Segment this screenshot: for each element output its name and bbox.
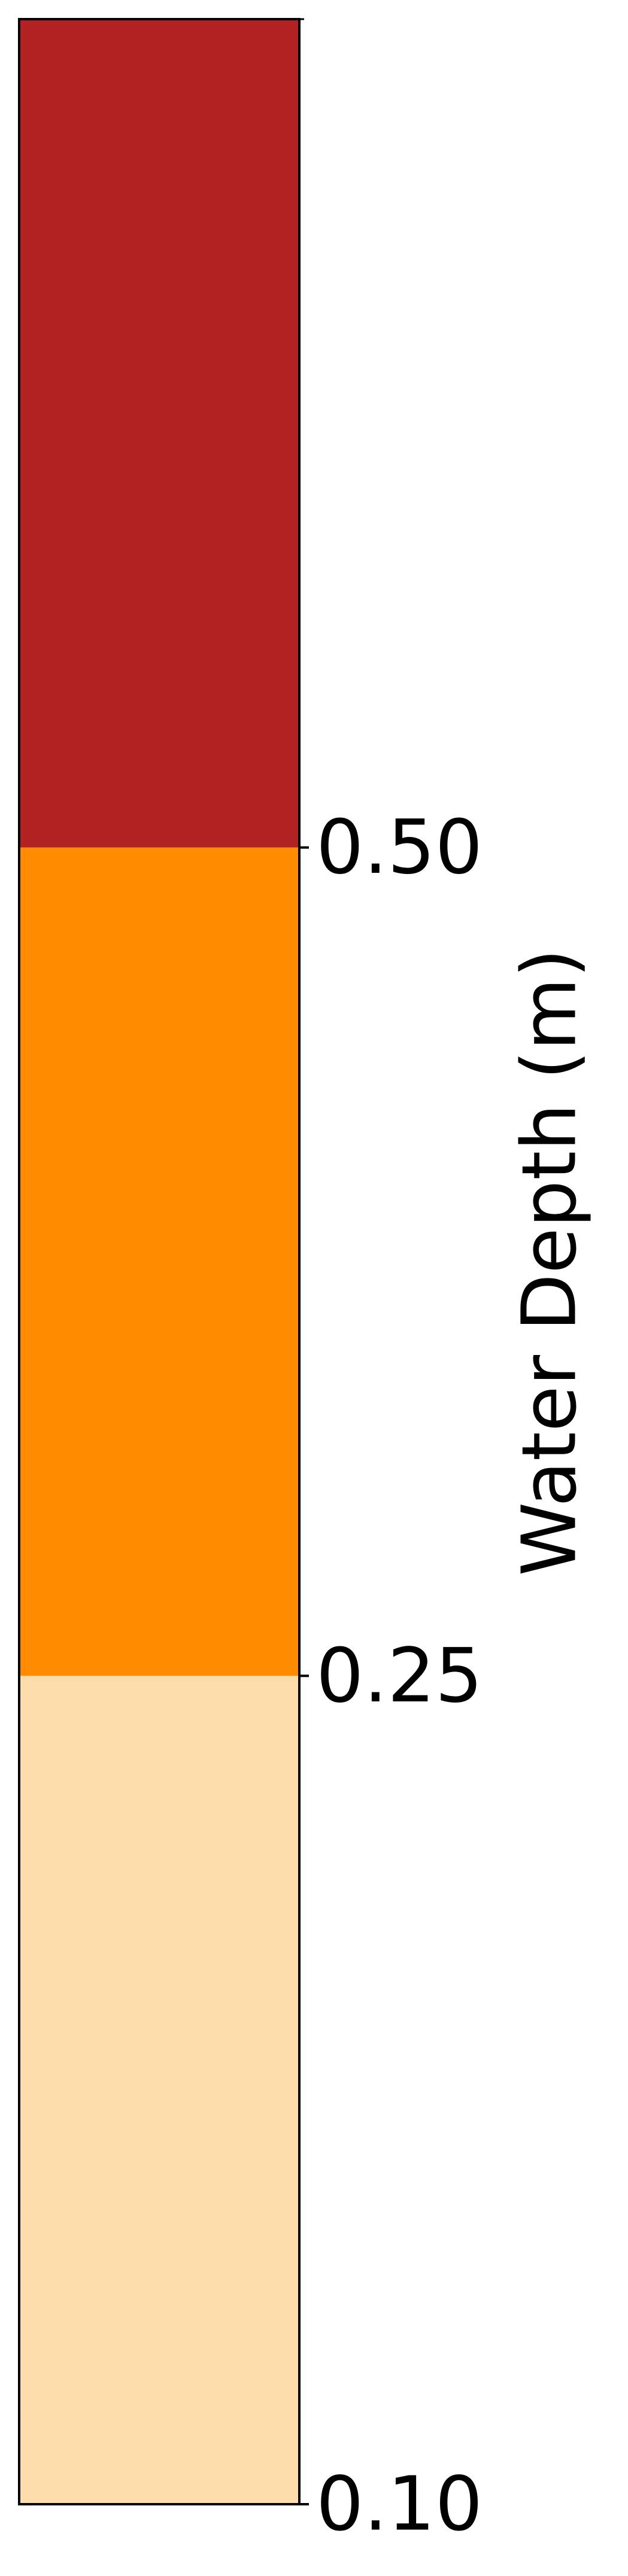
colorbar-ticks: 0.50 0.25 0.10	[299, 19, 483, 2548]
tick-label: 0.10	[316, 2461, 483, 2548]
colorbar-bins	[19, 19, 299, 2504]
tick-label: 0.50	[316, 804, 483, 891]
colorbar-bin-1	[19, 848, 299, 1676]
colorbar-axis-label: Water Depth (m)	[506, 948, 593, 1576]
colorbar-bin-0	[19, 1676, 299, 2504]
tick-label: 0.25	[316, 1633, 483, 1719]
colorbar-bin-2	[19, 19, 299, 848]
